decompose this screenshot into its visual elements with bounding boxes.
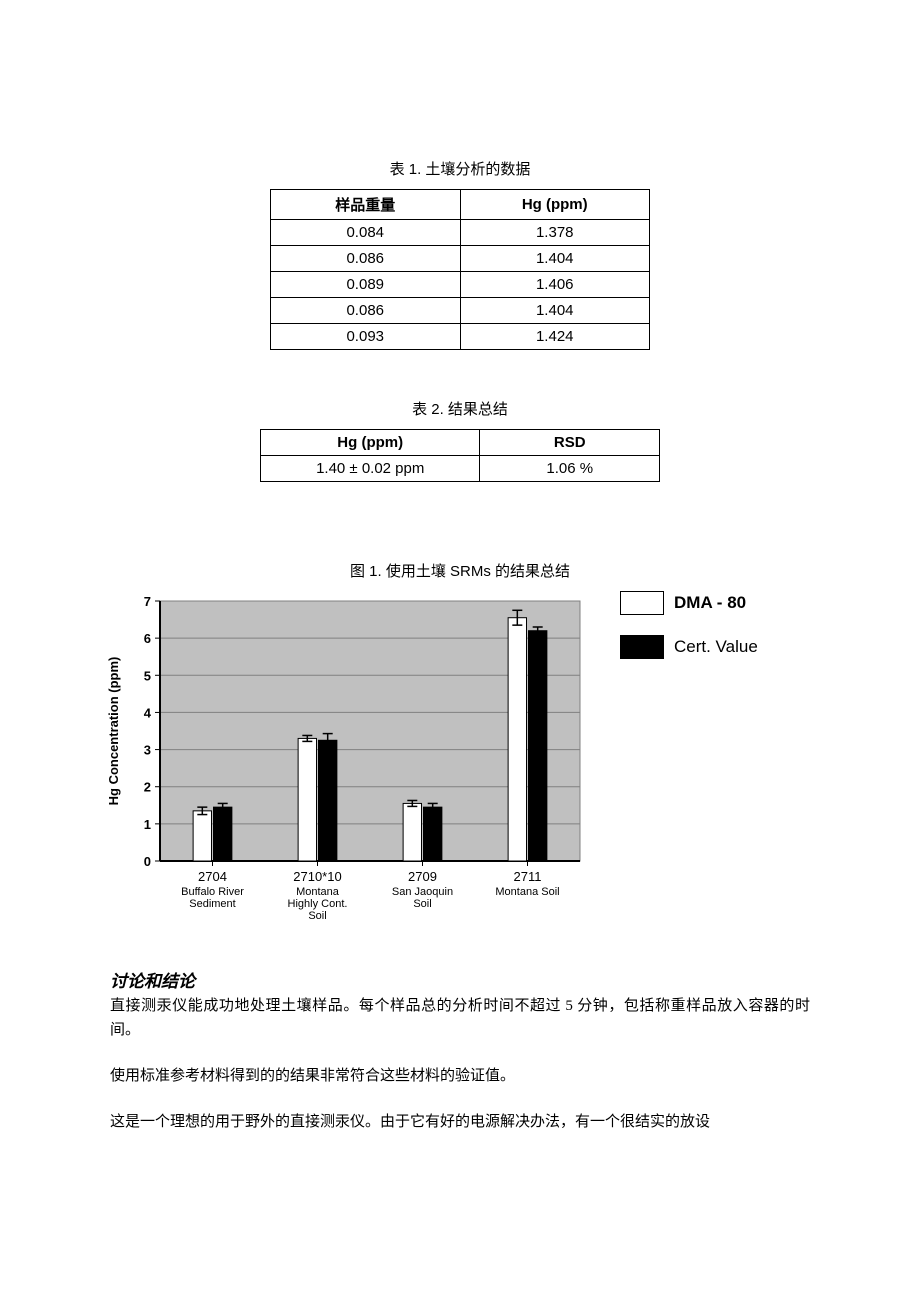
table-row: 0.0861.404 <box>271 298 650 324</box>
legend-label-cert: Cert. Value <box>674 637 758 657</box>
discussion-p3: 这是一个理想的用于野外的直接测汞仪。由于它有好的电源解决办法，有一个很结实的放设 <box>110 1110 810 1134</box>
svg-text:2709: 2709 <box>408 869 437 884</box>
svg-text:Hg Concentration (ppm): Hg Concentration (ppm) <box>106 657 121 806</box>
svg-text:Soil: Soil <box>308 910 326 922</box>
table-header: Hg (ppm) <box>460 190 650 220</box>
svg-text:Buffalo River: Buffalo River <box>181 886 244 898</box>
table-cell: 1.40 ± 0.02 ppm <box>261 456 480 482</box>
table-row: 0.0931.424 <box>271 324 650 350</box>
table-cell: 0.086 <box>271 298 461 324</box>
table-row: 0.0841.378 <box>271 220 650 246</box>
svg-text:Sediment: Sediment <box>189 898 235 910</box>
svg-text:2704: 2704 <box>198 869 227 884</box>
chart-legend: DMA - 80 Cert. Value <box>620 591 758 679</box>
discussion-heading: 讨论和结论 <box>110 967 810 992</box>
table-row: 0.0891.406 <box>271 272 650 298</box>
table-cell: 1.404 <box>460 246 650 272</box>
legend-swatch-dma80 <box>620 591 664 615</box>
discussion-p2: 使用标准参考材料得到的的结果非常符合这些材料的验证值。 <box>110 1064 810 1088</box>
table-cell: 0.084 <box>271 220 461 246</box>
table-cell: 0.089 <box>271 272 461 298</box>
svg-text:6: 6 <box>144 631 151 646</box>
legend-item-dma80: DMA - 80 <box>620 591 758 615</box>
table-cell: 1.06 % <box>480 456 660 482</box>
table-header: 样品重量 <box>271 190 461 220</box>
table-cell: 1.424 <box>460 324 650 350</box>
svg-text:0: 0 <box>144 854 151 869</box>
figure1-caption: 图 1. 使用土壤 SRMs 的结果总结 <box>110 560 810 581</box>
svg-text:San Jaoquin: San Jaoquin <box>392 886 453 898</box>
table-header: RSD <box>480 430 660 456</box>
svg-text:2: 2 <box>144 780 151 795</box>
table2: Hg (ppm)RSD 1.40 ± 0.02 ppm1.06 % <box>260 429 660 482</box>
svg-text:2710*10: 2710*10 <box>293 869 341 884</box>
bar-chart-svg: 0 1 2 3 4 5 6 7 Hg Concentration (ppm) 2704 Buffal… <box>100 591 600 931</box>
table1: 样品重量Hg (ppm) 0.0841.3780.0861.4040.0891.… <box>270 189 650 350</box>
legend-swatch-cert <box>620 635 664 659</box>
legend-label-dma80: DMA - 80 <box>674 593 746 613</box>
table-cell: 1.378 <box>460 220 650 246</box>
svg-text:2711: 2711 <box>514 869 542 884</box>
svg-text:Highly Cont.: Highly Cont. <box>288 898 348 910</box>
svg-text:1: 1 <box>144 817 151 832</box>
discussion-p1: 直接测汞仪能成功地处理土壤样品。每个样品总的分析时间不超过 5 分钟，包括称重样… <box>110 994 810 1042</box>
table-cell: 0.086 <box>271 246 461 272</box>
svg-text:Soil: Soil <box>413 898 431 910</box>
svg-text:Montana Soil: Montana Soil <box>495 886 559 898</box>
table-header: Hg (ppm) <box>261 430 480 456</box>
table-row: 0.0861.404 <box>271 246 650 272</box>
svg-text:5: 5 <box>144 668 151 683</box>
table-cell: 0.093 <box>271 324 461 350</box>
table-row: 1.40 ± 0.02 ppm1.06 % <box>261 456 660 482</box>
svg-text:4: 4 <box>144 705 152 720</box>
legend-item-cert: Cert. Value <box>620 635 758 659</box>
figure1-chart: 0 1 2 3 4 5 6 7 Hg Concentration (ppm) 2704 Buffal… <box>100 591 800 931</box>
svg-text:3: 3 <box>144 743 151 758</box>
table-cell: 1.404 <box>460 298 650 324</box>
table1-caption: 表 1. 土壤分析的数据 <box>110 158 810 179</box>
table2-caption: 表 2. 结果总结 <box>110 398 810 419</box>
svg-text:7: 7 <box>144 594 151 609</box>
table-cell: 1.406 <box>460 272 650 298</box>
svg-text:Montana: Montana <box>296 886 340 898</box>
